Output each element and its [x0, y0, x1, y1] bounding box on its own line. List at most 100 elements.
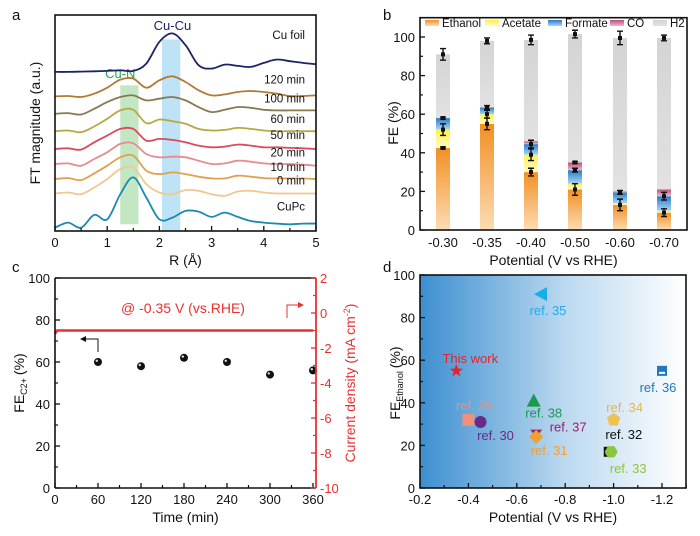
pentagon-shape	[606, 412, 621, 426]
y2label-end: )	[342, 304, 358, 309]
panel-label: c	[12, 259, 20, 276]
y2-axis-title: Current density (mA cm-2)	[342, 304, 358, 463]
error-bar-marker	[662, 35, 666, 40]
panel-b: b 0 20 40 60 80 100 -0.30 -0.35 -0.40 -0.50 -0.60 -0…	[383, 7, 688, 268]
bar-segment-ethanol	[613, 204, 627, 230]
ylabel-unit: (%)	[11, 353, 27, 375]
legend-label: Acetate	[502, 18, 541, 30]
star-marker	[449, 363, 463, 377]
error-bar-marker	[573, 32, 577, 37]
circle-shape	[474, 415, 487, 428]
y2label-superscript: -2	[342, 308, 352, 316]
plot-frame	[419, 16, 688, 231]
error-bar-marker	[441, 127, 445, 132]
y-tick-label: 40	[401, 396, 415, 411]
bar-segment-ethanol	[568, 189, 582, 230]
y-axis-title: FEC2+ (%)	[11, 353, 29, 412]
legend-label: Formate	[565, 18, 608, 30]
ylabel-subscript: C2+	[19, 378, 29, 395]
error-bar-marker	[573, 160, 577, 165]
bar-segment-h2	[613, 37, 627, 192]
error-bar-marker	[441, 52, 445, 57]
bar-segment-formate	[568, 170, 582, 184]
y-tick-label: 100	[393, 30, 415, 45]
series-label: 100 min	[264, 93, 305, 105]
right-axis-arrow	[286, 304, 300, 318]
y2-tick-label: -6	[320, 411, 332, 426]
diamond-shape	[529, 429, 544, 444]
y-axis-title: FEEthanol (%)	[387, 346, 405, 419]
y2-tick-label: -8	[320, 446, 332, 461]
x-tick-label: -1.2	[651, 492, 673, 507]
fe-point-highlight	[267, 372, 270, 375]
y-tick-label: 80	[401, 311, 415, 326]
legend-label: Ethanol	[442, 18, 481, 30]
diamond-marker	[529, 429, 544, 444]
square-shape	[462, 413, 475, 426]
legend-swatch-co	[610, 20, 624, 26]
y-tick-label: 100	[28, 271, 50, 286]
error-bar-marker	[529, 170, 533, 175]
error-bar-marker	[529, 142, 533, 147]
error-bar-marker	[618, 190, 622, 195]
x-tick-label: 360	[302, 492, 324, 507]
triangle-shape	[526, 393, 541, 407]
panel-label: b	[383, 7, 391, 24]
x-tick-label: 120	[130, 492, 152, 507]
x-tick-label: 2	[156, 235, 163, 250]
fe-point	[223, 358, 231, 366]
x-tick-label: -0.8	[554, 492, 576, 507]
exafs-curve	[54, 75, 317, 98]
error-bar-marker	[662, 194, 666, 199]
bar-segment-h2	[524, 39, 538, 142]
x-tick-label: 3	[208, 235, 215, 250]
series-label: CuPc	[277, 202, 305, 214]
series-label: 50 min	[270, 130, 305, 142]
error-bar-marker	[485, 105, 489, 110]
x-tick-label: -0.70	[649, 235, 679, 250]
y-tick-label: 0	[43, 481, 50, 496]
point-label: ref. 29	[456, 398, 493, 413]
x-tick-label: 1	[104, 235, 111, 250]
series-label: Cu foil	[272, 30, 305, 42]
x-tick-label: 5	[312, 235, 319, 250]
point-label: This work	[442, 351, 498, 366]
panel-c: c@ -0.35 V (vs.RHE)0 60 120 180 240 300 360020…	[11, 259, 358, 525]
y-tick-label: 60	[36, 355, 50, 370]
y-tick-label: 20	[36, 439, 50, 454]
y2-tick-label: 0	[320, 306, 327, 321]
hexagon-marker	[604, 446, 618, 458]
x-tick-label: -0.30	[428, 235, 458, 250]
fe-point	[137, 362, 145, 371]
y-tick-label: 0	[408, 223, 415, 238]
bar-segment-acetate	[524, 154, 538, 173]
point-label: ref. 36	[640, 380, 677, 395]
circle-marker	[474, 415, 487, 428]
triangle-shape	[534, 287, 547, 302]
x-tick-label: -0.40	[516, 235, 546, 250]
error-bar-marker	[485, 112, 489, 117]
bar-segment-h2	[436, 54, 450, 119]
square-marker	[462, 413, 475, 426]
series-label: 60 min	[270, 114, 305, 126]
x-tick-label: 4	[260, 235, 267, 250]
y-tick-label: 40	[401, 146, 415, 161]
x-tick-label: 180	[173, 492, 195, 507]
y-axis-title: FE (%)	[385, 101, 401, 145]
error-bar-marker	[662, 210, 666, 215]
fe-point-highlight	[310, 368, 313, 371]
legend-label: CO	[627, 18, 644, 30]
triangle-left-marker	[534, 287, 547, 302]
bar-segment-h2	[480, 40, 494, 108]
error-bar-marker	[485, 121, 489, 126]
exafs-curve	[54, 126, 317, 151]
bar-segment-h2	[657, 37, 671, 190]
point-label: ref. 31	[531, 443, 568, 458]
error-bar-marker	[529, 152, 533, 157]
error-bar-marker	[573, 187, 577, 192]
panel-label: a	[12, 7, 21, 24]
exafs-curve	[54, 165, 316, 197]
y-tick-label: 0	[408, 481, 415, 496]
y2label-main: Current density (mA cm	[342, 316, 358, 462]
fe-point-highlight	[224, 359, 227, 362]
